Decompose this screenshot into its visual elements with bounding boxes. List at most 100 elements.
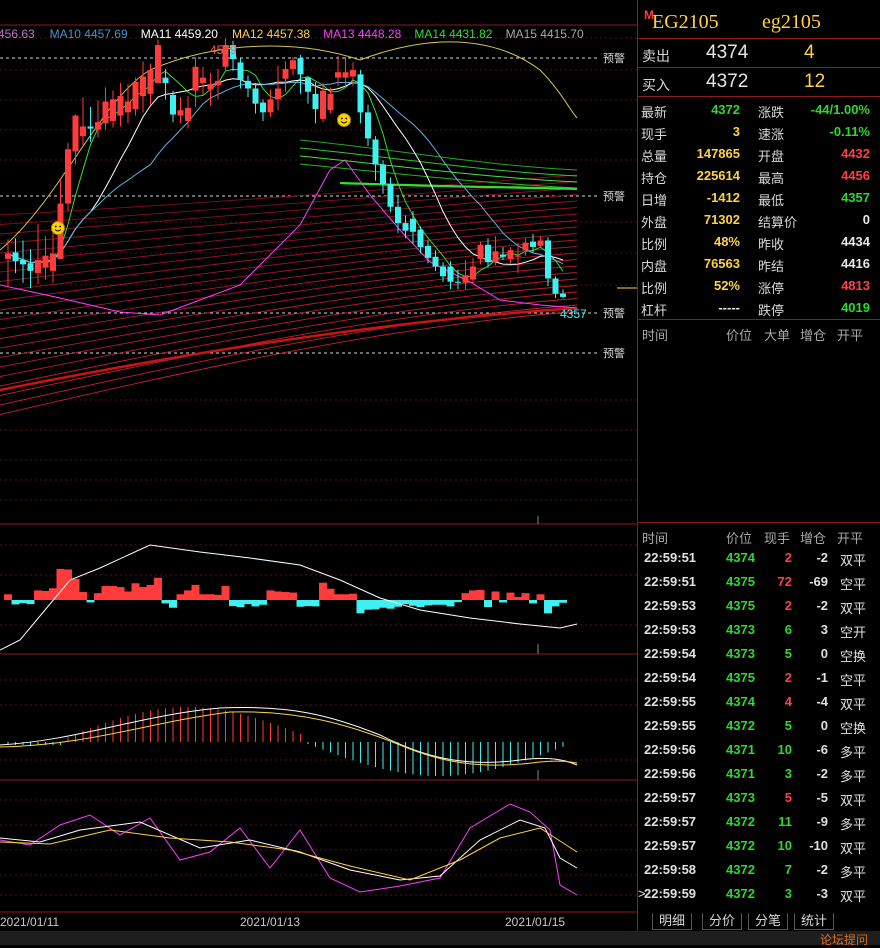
- tab-detail[interactable]: 明细: [652, 913, 693, 930]
- tick-row[interactable]: 22:59:57 4373 5 -5 双平: [638, 785, 880, 809]
- quote-row: 内盘 76563 昨结 4416: [638, 253, 880, 275]
- volume-bar: [229, 600, 237, 607]
- macd-dea-line: [0, 711, 578, 766]
- volume-bar: [4, 594, 12, 600]
- tick-row[interactable]: 22:59:55 4372 5 0 空换: [638, 713, 880, 737]
- tick-list[interactable]: 22:59:51 4374 2 -2 双平 22:59:51 4375 72 -69 空平 22:5…: [638, 545, 880, 905]
- ask-row[interactable]: 卖出 4374 4: [638, 39, 880, 67]
- ma-fan: [0, 139, 578, 415]
- candle-body: [110, 99, 116, 122]
- ma-green: [299, 163, 578, 189]
- volume-bar: [446, 600, 455, 607]
- tick-row[interactable]: 22:59:56 4371 10 -6 多平: [638, 737, 880, 761]
- volume-bar: [559, 600, 567, 603]
- contract-title: M EG2105 eg2105: [638, 0, 880, 39]
- tick-row[interactable]: 22:59:58 4372 7 -2 多平: [638, 857, 880, 881]
- volume-bar: [109, 586, 117, 600]
- quote-label: 速涨: [758, 127, 785, 142]
- candle-body: [5, 253, 11, 259]
- candle-body: [545, 240, 551, 279]
- tick-time: 22:59:57: [644, 838, 697, 853]
- candle-body: [402, 223, 409, 231]
- tick-volume: 5: [784, 646, 792, 661]
- quote-row: 日增 -1412 最低 4357: [638, 187, 880, 209]
- ask-label: 卖出: [642, 48, 670, 64]
- tick-volume: 2: [784, 550, 792, 565]
- candle-body: [252, 88, 259, 104]
- tick-row[interactable]: 22:59:57 4372 10 -10 双平: [638, 833, 880, 857]
- ma-legend-item: MA13 4448.28: [323, 27, 401, 41]
- tick-volume: 10: [777, 742, 792, 757]
- volume-bar: [34, 590, 42, 600]
- tick-oi: -5: [816, 790, 828, 805]
- candle-body: [417, 229, 424, 247]
- candle-body: [125, 101, 131, 113]
- volume-bar: [499, 600, 507, 603]
- candle-body: [365, 112, 371, 139]
- quote-label: 现手: [641, 127, 668, 142]
- tick-row[interactable]: 22:59:54 4373 5 0 空换: [638, 641, 880, 665]
- panel-tabs: 明细 分价 分笔 统计: [638, 913, 880, 931]
- tick-type: 空平: [839, 673, 866, 688]
- tick-oi: -4: [816, 694, 828, 709]
- big-order-list[interactable]: [638, 342, 880, 523]
- volume-bar: [514, 597, 522, 600]
- volume-bar: [439, 600, 447, 605]
- candle-body: [177, 110, 184, 116]
- ma-green-thick: [339, 181, 578, 191]
- quote-label: 最新: [641, 105, 668, 120]
- tick-type: 多平: [839, 817, 866, 832]
- tick-row[interactable]: 22:59:56 4371 3 -2 多平: [638, 761, 880, 785]
- tick-row[interactable]: 22:59:57 4372 11 -9 多平: [638, 809, 880, 833]
- volume-bar: [199, 594, 207, 600]
- tick-time: 22:59:54: [644, 646, 697, 661]
- tick-row[interactable]: 22:59:55 4374 4 -4 双平: [638, 689, 880, 713]
- tick-row[interactable]: 22:59:54 4375 2 -1 空平: [638, 665, 880, 689]
- tick-type: 空平: [839, 577, 866, 592]
- ask-volume: 4: [804, 42, 815, 63]
- candle-body: [380, 164, 386, 185]
- tab-price[interactable]: 分价: [702, 913, 743, 930]
- contract-code[interactable]: EG2105: [652, 11, 719, 33]
- tick-row[interactable]: 22:59:51 4375 72 -69 空平: [638, 569, 880, 593]
- bid-row[interactable]: 买入 4372 12: [638, 67, 880, 96]
- tick-volume: 72: [777, 574, 792, 589]
- tick-row[interactable]: 22:59:51 4374 2 -2 双平: [638, 545, 880, 569]
- tab-trades[interactable]: 分笔: [748, 913, 789, 930]
- candle-body: [185, 108, 191, 122]
- tick-row[interactable]: 22:59:59 4372 3 -3 双平 >: [638, 881, 880, 905]
- tick-header: 时间 价位 现手 增仓 开平: [638, 523, 880, 546]
- candle-body: [12, 252, 19, 262]
- candle-body: [102, 101, 109, 124]
- volume-bar: [416, 600, 425, 608]
- tick-row[interactable]: 22:59:53 4375 2 -2 双平: [638, 593, 880, 617]
- candle-body: [245, 80, 251, 89]
- candle-body: [507, 250, 514, 259]
- volume-bar: [259, 600, 267, 605]
- quote-label: 涨跌: [758, 105, 785, 120]
- warn-label: 预警: [603, 51, 625, 65]
- quote-value: -----: [718, 300, 740, 315]
- ma-fan-line: [0, 194, 578, 244]
- candle-body: [140, 76, 146, 97]
- candle-body: [95, 122, 101, 130]
- candle-body: [27, 263, 34, 271]
- candle-body: [35, 260, 41, 274]
- quote-value: 4372: [711, 102, 740, 117]
- tick-row[interactable]: 22:59:53 4373 6 3 空开: [638, 617, 880, 641]
- ask-price: 4374: [706, 42, 749, 63]
- forum-link[interactable]: 论坛提问: [819, 933, 868, 947]
- quote-label: 总量: [641, 149, 668, 164]
- candle-body: [147, 70, 154, 94]
- bid-label: 买入: [642, 77, 670, 93]
- tick-type: 空换: [839, 649, 866, 664]
- quote-value: 0: [862, 212, 870, 227]
- kline-chart-area[interactable]: 预警 预警 预警 预警 4579 4357 456.63 MA10 4457.69 MA11 4…: [0, 0, 637, 945]
- volume-bar: [19, 600, 27, 604]
- bid-volume: 12: [804, 71, 826, 92]
- kdj-k-line: [0, 819, 578, 881]
- tab-stats[interactable]: 统计: [794, 913, 835, 930]
- quote-row: 杠杆 ----- 跌停 4019: [638, 297, 880, 319]
- quote-value: 4434: [841, 234, 870, 249]
